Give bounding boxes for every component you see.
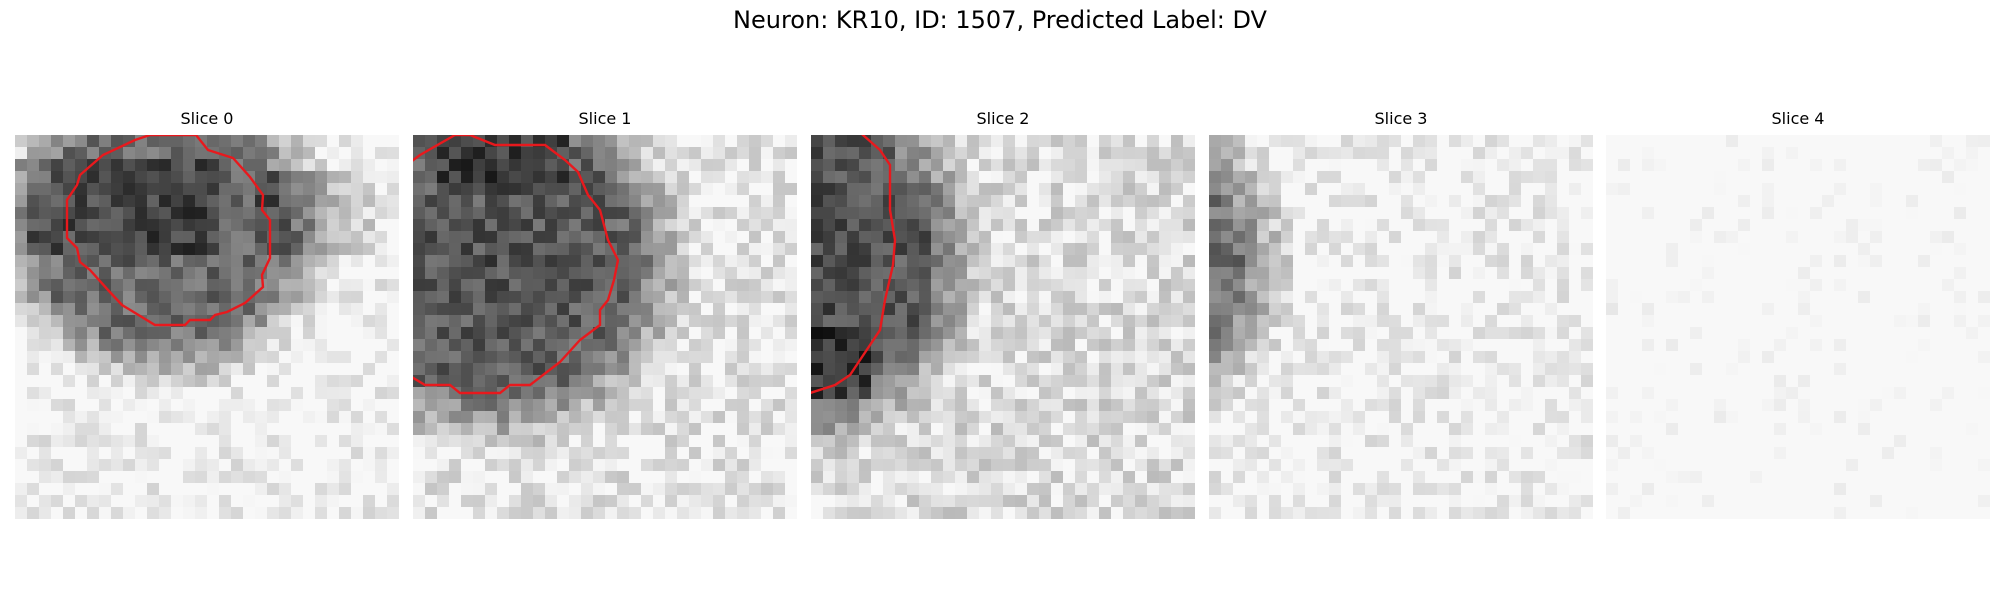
pixel-grid	[811, 135, 1195, 519]
figure-title: Neuron: KR10, ID: 1507, Predicted Label:…	[733, 6, 1267, 34]
pixel-grid	[15, 135, 399, 519]
slice-title-4: Slice 4	[1771, 109, 1825, 128]
pixel-grid	[1606, 135, 1990, 519]
slice-title-1: Slice 1	[578, 109, 632, 128]
slice-image-0	[15, 135, 399, 519]
slice-image-4	[1606, 135, 1990, 519]
pixel-grid	[413, 135, 797, 519]
slice-image-3	[1209, 135, 1593, 519]
slice-image-1	[413, 135, 797, 519]
slice-title-0: Slice 0	[180, 109, 234, 128]
slice-title-2: Slice 2	[976, 109, 1030, 128]
slice-title-3: Slice 3	[1374, 109, 1428, 128]
cell-contour	[413, 135, 620, 395]
pixel-grid	[1209, 135, 1593, 519]
slice-image-2	[811, 135, 1195, 519]
cell-contour	[65, 135, 272, 327]
cell-contour	[811, 135, 897, 394]
